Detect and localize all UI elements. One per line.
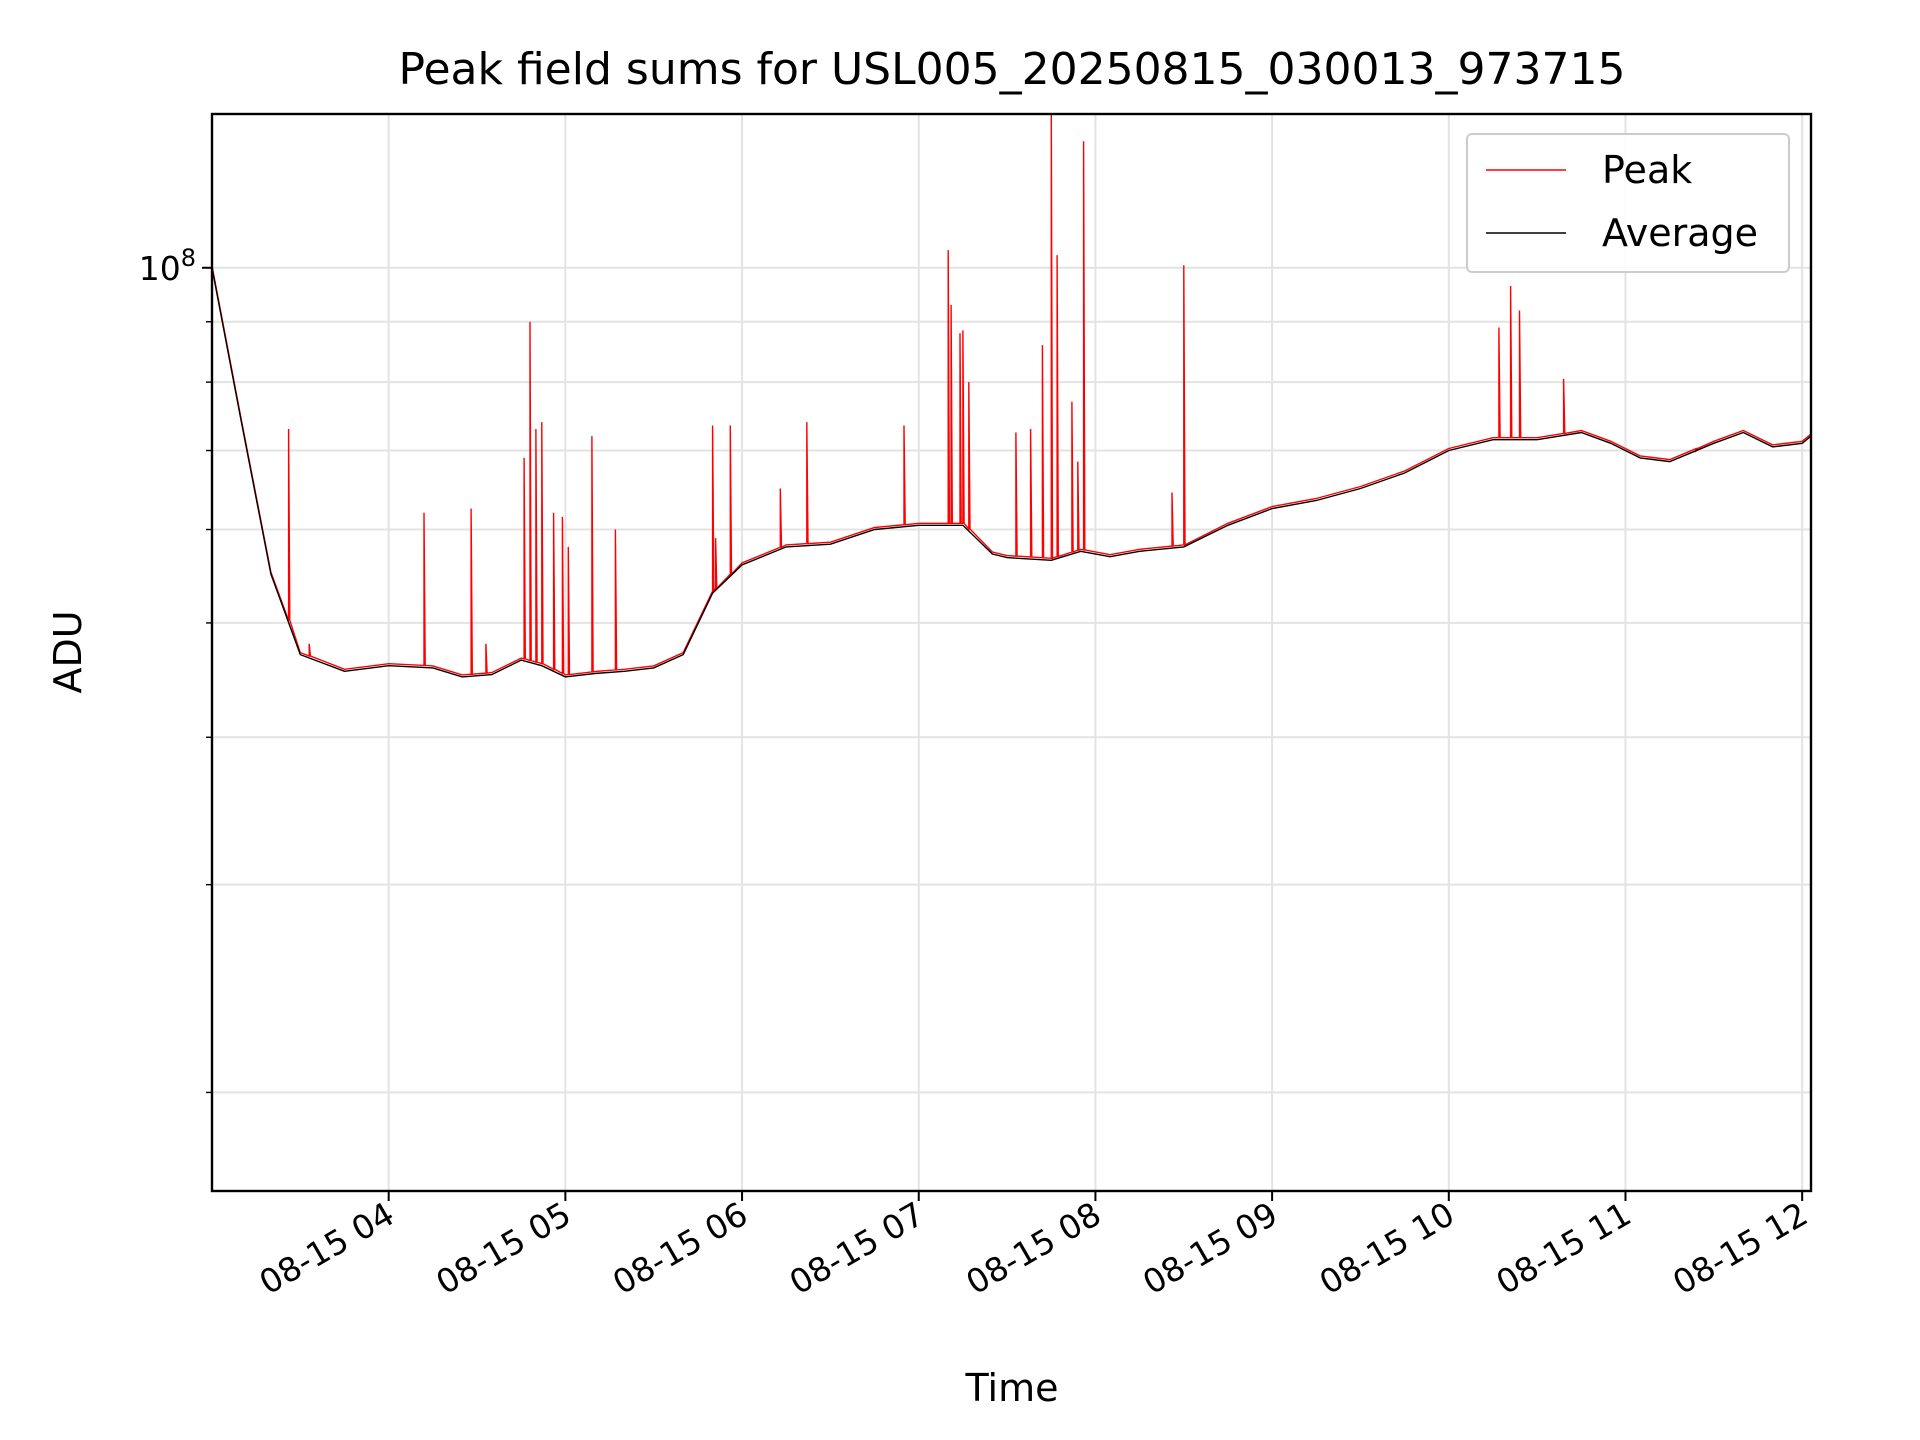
legend-label-peak: Peak bbox=[1602, 148, 1692, 192]
chart-title: Peak field sums for USL005_20250815_0300… bbox=[399, 44, 1626, 95]
grid bbox=[212, 114, 1811, 1191]
y-tick-label: 108 bbox=[139, 244, 196, 288]
y-axis-ticks: 108 bbox=[139, 244, 212, 1094]
average-series-line bbox=[211, 267, 1812, 678]
legend-box bbox=[1466, 133, 1790, 273]
legend-label-average: Average bbox=[1602, 211, 1758, 255]
x-axis-label: Time bbox=[965, 1366, 1059, 1410]
plot-frame bbox=[210, 112, 1813, 1193]
y-axis-label: ADU bbox=[46, 610, 90, 693]
legend: Peak Average bbox=[1466, 133, 1790, 273]
peak-series-line bbox=[211, 113, 1812, 676]
plot-lines bbox=[211, 113, 1812, 678]
